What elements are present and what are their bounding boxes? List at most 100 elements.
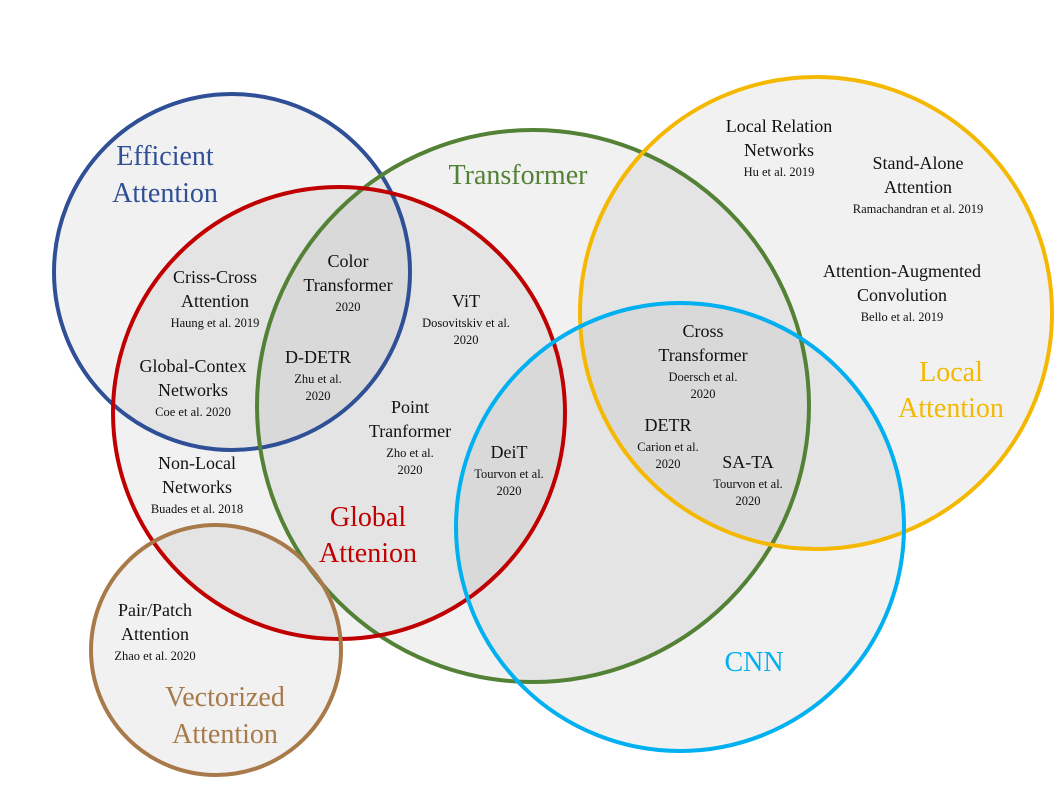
attention-augmented-citation: Bello et al. 2019	[861, 310, 944, 324]
cnn-set-label-line: CNN	[724, 647, 783, 678]
criss-cross-text: Criss-Cross Attention Haung et al. 2019	[171, 267, 260, 330]
efficient-region	[54, 94, 410, 450]
d-detr-citation: Zhu et al.	[294, 372, 342, 386]
vectorized-circle	[89, 523, 343, 777]
detr-citation: 2020	[656, 457, 681, 471]
color-transformer-entry: Color Transformer 2020	[303, 251, 392, 314]
non-local-name: Networks	[162, 477, 232, 497]
criss-cross-citation: Haung et al. 2019	[171, 316, 260, 330]
local-relation-text: Local Relation Networks Hu et al. 2019	[726, 116, 832, 179]
d-detr-name: D-DETR	[285, 347, 351, 367]
vit-name: ViT	[452, 291, 480, 311]
stand-alone-citation: Ramachandran et al. 2019	[853, 202, 984, 216]
labels: Efficient Attention Transformer Local Attent…	[112, 116, 1004, 750]
local-set-label-line: Local	[919, 357, 983, 388]
local-region	[580, 77, 1052, 549]
point-transformer-citation: Zho et al.	[386, 446, 434, 460]
pair-patch-name: Attention	[121, 624, 189, 644]
global-context-text: Global-Contex Networks Coe et al. 2020	[140, 356, 247, 419]
d-detr-entry: D-DETR Zhu et al. 2020	[285, 347, 351, 403]
point-transformer-name: Tranformer	[369, 421, 451, 441]
local-relation-name: Networks	[744, 140, 814, 160]
cnn-circle	[454, 301, 906, 753]
color-transformer-name: Color	[327, 251, 368, 271]
transformer-set-label-line: Transformer	[449, 160, 589, 191]
cross-transformer-citation: Doersch et al.	[668, 370, 737, 384]
efficient-set-label: Efficient Attention	[112, 141, 218, 209]
deit-citation: Tourvon et al.	[474, 467, 544, 481]
color-transformer-name: Transformer	[303, 275, 392, 295]
pair-patch-text: Pair/Patch Attention Zhao et al. 2020	[114, 600, 195, 663]
global-context-name: Global-Contex	[140, 356, 247, 376]
point-transformer-citation: 2020	[398, 463, 423, 477]
deit-name: DeiT	[491, 442, 528, 462]
global-context-citation: Coe et al. 2020	[155, 405, 231, 419]
non-local-text: Non-Local Networks Buades et al. 2018	[151, 453, 243, 516]
point-transformer-text: Point Tranformer Zho et al. 2020	[369, 397, 451, 477]
cross-transformer-text: Cross Transformer Doersch et al. 2020	[658, 321, 747, 401]
efficient-set-label-line: Attention	[112, 178, 218, 209]
cross-transformer-citation: 2020	[691, 387, 716, 401]
attention-augmented-text: Attention-Augmented Convolution Bello et a…	[823, 261, 981, 324]
cross-transformer-name: Cross	[682, 321, 723, 341]
non-local-name: Non-Local	[158, 453, 236, 473]
efficient-set-label-line: Efficient	[116, 141, 214, 172]
non-local-entry: Non-Local Networks Buades et al. 2018	[151, 453, 243, 516]
local-circle	[578, 75, 1054, 551]
criss-cross-entry: Criss-Cross Attention Haung et al. 2019	[171, 267, 260, 330]
global-context-entry: Global-Contex Networks Coe et al. 2020	[140, 356, 247, 419]
efficient-circle	[52, 92, 412, 452]
transformer-circle	[255, 128, 811, 684]
vit-text: ViT Dosovitskiv et al. 2020	[422, 291, 510, 347]
vectorized-region	[91, 525, 341, 775]
vectorized-set-label-line: Attention	[172, 719, 278, 750]
vit-entry: ViT Dosovitskiv et al. 2020	[422, 291, 510, 347]
sa-ta-text: SA-TA Tourvon et al. 2020	[713, 452, 783, 508]
cross-transformer-entry: Cross Transformer Doersch et al. 2020	[658, 321, 747, 401]
deit-text: DeiT Tourvon et al. 2020	[474, 442, 544, 498]
d-detr-citation: 2020	[306, 389, 331, 403]
set-outlines	[52, 75, 1054, 777]
deit-entry: DeiT Tourvon et al. 2020	[474, 442, 544, 498]
vit-citation: 2020	[454, 333, 479, 347]
point-transformer-entry: Point Tranformer Zho et al. 2020	[369, 397, 451, 477]
sa-ta-name: SA-TA	[722, 452, 774, 472]
sa-ta-citation: 2020	[736, 494, 761, 508]
attention-augmented-name: Attention-Augmented	[823, 261, 981, 281]
global-set-label: Global Attenion	[319, 502, 417, 569]
vectorized-set-label-line: Vectorized	[165, 682, 285, 713]
point-transformer-name: Point	[391, 397, 429, 417]
d-detr-text: D-DETR Zhu et al. 2020	[285, 347, 351, 403]
color-transformer-citation: 2020	[336, 300, 361, 314]
detr-citation: Carion et al.	[637, 440, 698, 454]
non-local-citation: Buades et al. 2018	[151, 502, 243, 516]
stand-alone-text: Stand-Alone Attention Ramachandran et al. …	[853, 153, 984, 216]
deit-citation: 2020	[497, 484, 522, 498]
global-set-label-line: Global	[330, 502, 406, 533]
attention-augmented-entry: Attention-Augmented Convolution Bello et a…	[823, 261, 981, 324]
local-relation-entry: Local Relation Networks Hu et al. 2019	[726, 116, 832, 179]
criss-cross-name: Criss-Cross	[173, 267, 257, 287]
cnn-region	[456, 303, 904, 751]
stand-alone-name: Stand-Alone	[873, 153, 964, 173]
pair-patch-citation: Zhao et al. 2020	[114, 649, 195, 663]
pair-patch-entry: Pair/Patch Attention Zhao et al. 2020	[114, 600, 195, 663]
attention-augmented-name: Convolution	[857, 285, 947, 305]
stand-alone-entry: Stand-Alone Attention Ramachandran et al. …	[853, 153, 984, 216]
detr-entry: DETR Carion et al. 2020	[637, 415, 698, 471]
global-set-label-line: Attenion	[319, 538, 417, 569]
stand-alone-name: Attention	[884, 177, 952, 197]
local-relation-citation: Hu et al. 2019	[744, 165, 815, 179]
detr-name: DETR	[645, 415, 692, 435]
local-relation-name: Local Relation	[726, 116, 832, 136]
pair-patch-name: Pair/Patch	[118, 600, 192, 620]
sa-ta-entry: SA-TA Tourvon et al. 2020	[713, 452, 783, 508]
transformer-set-label: Transformer	[449, 160, 589, 191]
color-transformer-text: Color Transformer 2020	[303, 251, 392, 314]
cnn-set-label: CNN	[724, 647, 783, 678]
vit-citation: Dosovitskiv et al.	[422, 316, 510, 330]
local-set-label: Local Attention	[898, 357, 1004, 424]
sa-ta-citation: Tourvon et al.	[713, 477, 783, 491]
cross-transformer-name: Transformer	[658, 345, 747, 365]
